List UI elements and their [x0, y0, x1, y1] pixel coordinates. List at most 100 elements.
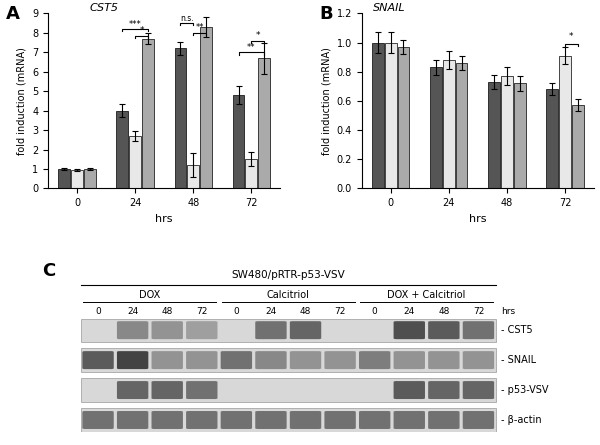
FancyBboxPatch shape — [255, 381, 287, 399]
FancyBboxPatch shape — [463, 351, 494, 369]
Bar — [175, 49, 187, 189]
Text: A: A — [6, 4, 20, 23]
Bar — [187, 165, 199, 189]
Bar — [547, 89, 558, 189]
Text: *: * — [569, 32, 574, 41]
Bar — [58, 169, 70, 189]
Text: 48: 48 — [438, 307, 449, 316]
Text: **: ** — [247, 43, 256, 52]
Bar — [116, 111, 128, 189]
FancyBboxPatch shape — [221, 381, 252, 399]
Bar — [443, 60, 455, 189]
FancyBboxPatch shape — [117, 411, 148, 429]
FancyBboxPatch shape — [428, 381, 460, 399]
FancyBboxPatch shape — [82, 381, 114, 399]
Bar — [398, 47, 409, 189]
FancyBboxPatch shape — [152, 381, 183, 399]
FancyBboxPatch shape — [463, 321, 494, 339]
FancyBboxPatch shape — [359, 381, 391, 399]
FancyBboxPatch shape — [359, 351, 391, 369]
FancyBboxPatch shape — [152, 411, 183, 429]
FancyBboxPatch shape — [290, 321, 321, 339]
FancyBboxPatch shape — [117, 351, 148, 369]
Text: 48: 48 — [300, 307, 311, 316]
Text: Calcitriol: Calcitriol — [267, 290, 310, 300]
FancyBboxPatch shape — [186, 381, 217, 399]
FancyBboxPatch shape — [394, 351, 425, 369]
FancyBboxPatch shape — [394, 321, 425, 339]
Text: DOX: DOX — [139, 290, 161, 300]
Text: **: ** — [196, 24, 204, 32]
Bar — [129, 136, 141, 189]
FancyBboxPatch shape — [221, 321, 252, 339]
Y-axis label: fold induction (mRNA): fold induction (mRNA) — [16, 47, 26, 155]
Bar — [514, 83, 526, 189]
Bar — [258, 58, 270, 189]
Bar — [84, 169, 95, 189]
Text: C: C — [43, 262, 56, 280]
FancyBboxPatch shape — [81, 319, 496, 342]
FancyBboxPatch shape — [290, 351, 321, 369]
Bar — [501, 76, 513, 189]
FancyBboxPatch shape — [255, 351, 287, 369]
Text: - β-actin: - β-actin — [501, 415, 542, 425]
Y-axis label: fold induction (mRNA): fold induction (mRNA) — [321, 47, 331, 155]
Text: *: * — [139, 26, 144, 35]
Text: 24: 24 — [127, 307, 138, 316]
Bar — [245, 159, 257, 189]
Text: *: * — [256, 31, 260, 40]
Bar — [455, 63, 467, 189]
X-axis label: hrs: hrs — [469, 214, 487, 224]
FancyBboxPatch shape — [394, 381, 425, 399]
Text: SNAIL: SNAIL — [373, 3, 406, 12]
Bar — [385, 43, 397, 189]
FancyBboxPatch shape — [117, 381, 148, 399]
Bar — [233, 95, 244, 189]
FancyBboxPatch shape — [463, 381, 494, 399]
FancyBboxPatch shape — [81, 348, 496, 372]
FancyBboxPatch shape — [463, 411, 494, 429]
Bar — [372, 43, 384, 189]
FancyBboxPatch shape — [82, 321, 114, 339]
Text: B: B — [320, 4, 334, 23]
FancyBboxPatch shape — [152, 351, 183, 369]
FancyBboxPatch shape — [186, 411, 217, 429]
Text: - p53-VSV: - p53-VSV — [501, 385, 548, 395]
Text: n.s.: n.s. — [180, 14, 194, 23]
FancyBboxPatch shape — [255, 321, 287, 339]
Text: 0: 0 — [233, 307, 239, 316]
FancyBboxPatch shape — [221, 411, 252, 429]
Text: - CST5: - CST5 — [501, 325, 533, 335]
Text: ***: *** — [129, 20, 142, 28]
Text: - SNAIL: - SNAIL — [501, 355, 536, 365]
FancyBboxPatch shape — [394, 411, 425, 429]
Text: hrs: hrs — [501, 307, 515, 316]
FancyBboxPatch shape — [221, 351, 252, 369]
FancyBboxPatch shape — [81, 409, 496, 432]
FancyBboxPatch shape — [81, 378, 496, 402]
FancyBboxPatch shape — [186, 321, 217, 339]
FancyBboxPatch shape — [325, 381, 356, 399]
Bar — [572, 105, 584, 189]
FancyBboxPatch shape — [325, 411, 356, 429]
Text: 72: 72 — [196, 307, 208, 316]
Text: 72: 72 — [473, 307, 484, 316]
Text: SW480/pRTR-p53-VSV: SW480/pRTR-p53-VSV — [232, 270, 345, 280]
FancyBboxPatch shape — [428, 321, 460, 339]
Text: 72: 72 — [334, 307, 346, 316]
FancyBboxPatch shape — [359, 411, 391, 429]
Bar — [430, 67, 442, 189]
Text: 0: 0 — [95, 307, 101, 316]
Bar — [559, 56, 571, 189]
Bar — [200, 27, 212, 189]
Text: CST5: CST5 — [90, 3, 119, 12]
FancyBboxPatch shape — [82, 411, 114, 429]
FancyBboxPatch shape — [186, 351, 217, 369]
FancyBboxPatch shape — [359, 321, 391, 339]
Bar — [71, 170, 83, 189]
FancyBboxPatch shape — [325, 351, 356, 369]
FancyBboxPatch shape — [325, 321, 356, 339]
Text: 24: 24 — [404, 307, 415, 316]
Text: 0: 0 — [372, 307, 377, 316]
FancyBboxPatch shape — [428, 351, 460, 369]
